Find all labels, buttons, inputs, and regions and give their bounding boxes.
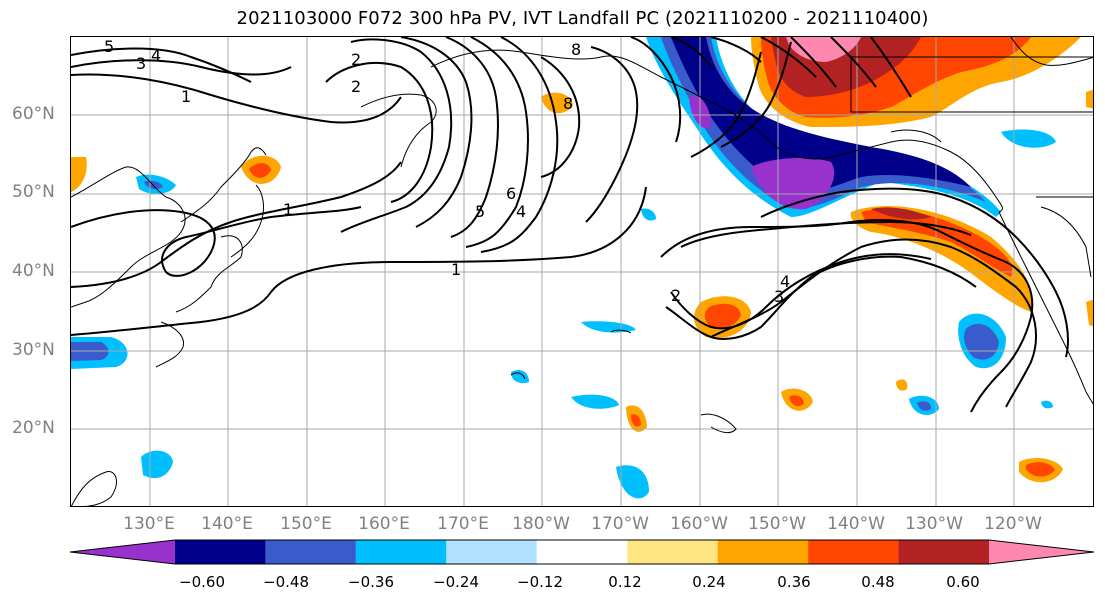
colorbar-tick-label: −0.24 [433, 573, 479, 591]
contour-label: 1 [283, 200, 293, 219]
positive-anomaly-east [850, 206, 1032, 312]
pv-contours [71, 37, 1069, 413]
lon-label: 150°E [280, 514, 332, 534]
lon-label: 130°E [123, 514, 175, 534]
contour-label: 6 [506, 184, 516, 203]
colorbar-tick-label: −0.48 [263, 573, 309, 591]
colorbar-segment [627, 540, 718, 564]
lon-label: 160°W [670, 514, 728, 534]
colorbar-tick-label: −0.12 [517, 573, 563, 591]
colorbar-segment [265, 540, 356, 564]
contour-label: 5 [104, 37, 114, 56]
colorbar-tick-label: −0.36 [348, 573, 394, 591]
contour-label: 4 [151, 46, 161, 65]
colorbar-tick-label: 0.36 [777, 573, 811, 591]
lon-label: 150°W [748, 514, 806, 534]
colorbar-segment [717, 540, 809, 564]
contour-label: 1 [181, 87, 191, 106]
lon-label: 120°W [984, 514, 1042, 534]
lat-label-50n: 50°N [12, 182, 55, 202]
contour-labels: 5 3 4 1 2 8 8 6 5 4 2 1 1 2 3 4 [104, 37, 790, 306]
colorbar-segment [989, 540, 1094, 564]
contour-label: 8 [563, 94, 573, 113]
lon-label: 130°W [905, 514, 963, 534]
colorbar-tick-label: 0.12 [608, 573, 642, 591]
lon-label: 180°W [512, 514, 570, 534]
colorbar-tick-label: 0.60 [946, 573, 980, 591]
colorbar-tick-label: 0.48 [861, 573, 895, 591]
colorbar-tick-label: −0.60 [179, 573, 225, 591]
colorbar-outline [69, 539, 1095, 565]
colorbar [69, 539, 1095, 565]
colorbar-segment [70, 540, 175, 564]
lat-label-30n: 30°N [12, 340, 55, 360]
contour-label: 2 [671, 286, 681, 305]
colorbar-segment [808, 540, 899, 564]
contour-label: 2 [351, 50, 361, 69]
contour-label: 8 [571, 40, 581, 59]
lat-label-60n: 60°N [12, 104, 55, 124]
colorbar-segment [175, 540, 266, 564]
contour-label: 2 [351, 77, 361, 96]
lat-label-40n: 40°N [12, 261, 55, 281]
coastlines [71, 37, 1093, 506]
figure-title: 2021103000 F072 300 hPa PV, IVT Landfall… [236, 8, 929, 29]
colorbar-segment [898, 540, 989, 564]
positive-anomaly-north [751, 37, 1081, 127]
colorbar-segment [446, 540, 537, 564]
contour-label: 4 [516, 202, 526, 221]
contour-label: 3 [136, 54, 146, 73]
graticule [71, 37, 1093, 506]
lon-label: 170°W [591, 514, 649, 534]
lon-label: 170°E [437, 514, 489, 534]
contour-label: 4 [780, 272, 790, 291]
map-panel: 5 3 4 1 2 8 8 6 5 4 2 1 1 2 3 4 [70, 36, 1094, 507]
negative-anomaly-alaska [646, 37, 1001, 217]
lat-label-20n: 20°N [12, 418, 55, 438]
lon-label: 140°E [201, 514, 253, 534]
colorbar-segment [536, 540, 628, 564]
contour-label: 5 [475, 202, 485, 221]
contour-label: 3 [774, 287, 784, 306]
colorbar-tick-label: 0.24 [692, 573, 726, 591]
contour-label: 1 [451, 260, 461, 279]
map-canvas: 5 3 4 1 2 8 8 6 5 4 2 1 1 2 3 4 [71, 37, 1093, 506]
colorbar-segment [355, 540, 447, 564]
lon-label: 160°E [358, 514, 410, 534]
lon-label: 140°W [827, 514, 885, 534]
